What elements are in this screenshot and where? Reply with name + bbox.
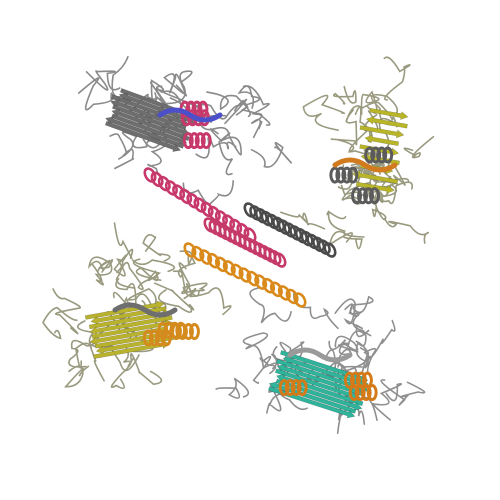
coil-loops (280, 56, 435, 250)
accent-strand (112, 302, 178, 318)
subunit-b (280, 56, 435, 250)
subunit-a (77, 56, 293, 206)
accent-strand (157, 107, 223, 123)
core-helix (143, 167, 257, 243)
lobe-helices (142, 321, 200, 347)
core-helix (183, 242, 307, 308)
core-helix (203, 217, 287, 268)
lobe-helices (278, 371, 378, 402)
subunits-layer (42, 56, 435, 434)
core-helix (243, 202, 337, 258)
beta-sheet (104, 88, 196, 152)
subunit-c (215, 287, 426, 434)
lobe-helices (329, 146, 394, 205)
accent-strand (332, 157, 398, 173)
subunit-d (42, 222, 232, 390)
accent-strand (287, 347, 353, 363)
core-helix-bundle (143, 167, 337, 308)
